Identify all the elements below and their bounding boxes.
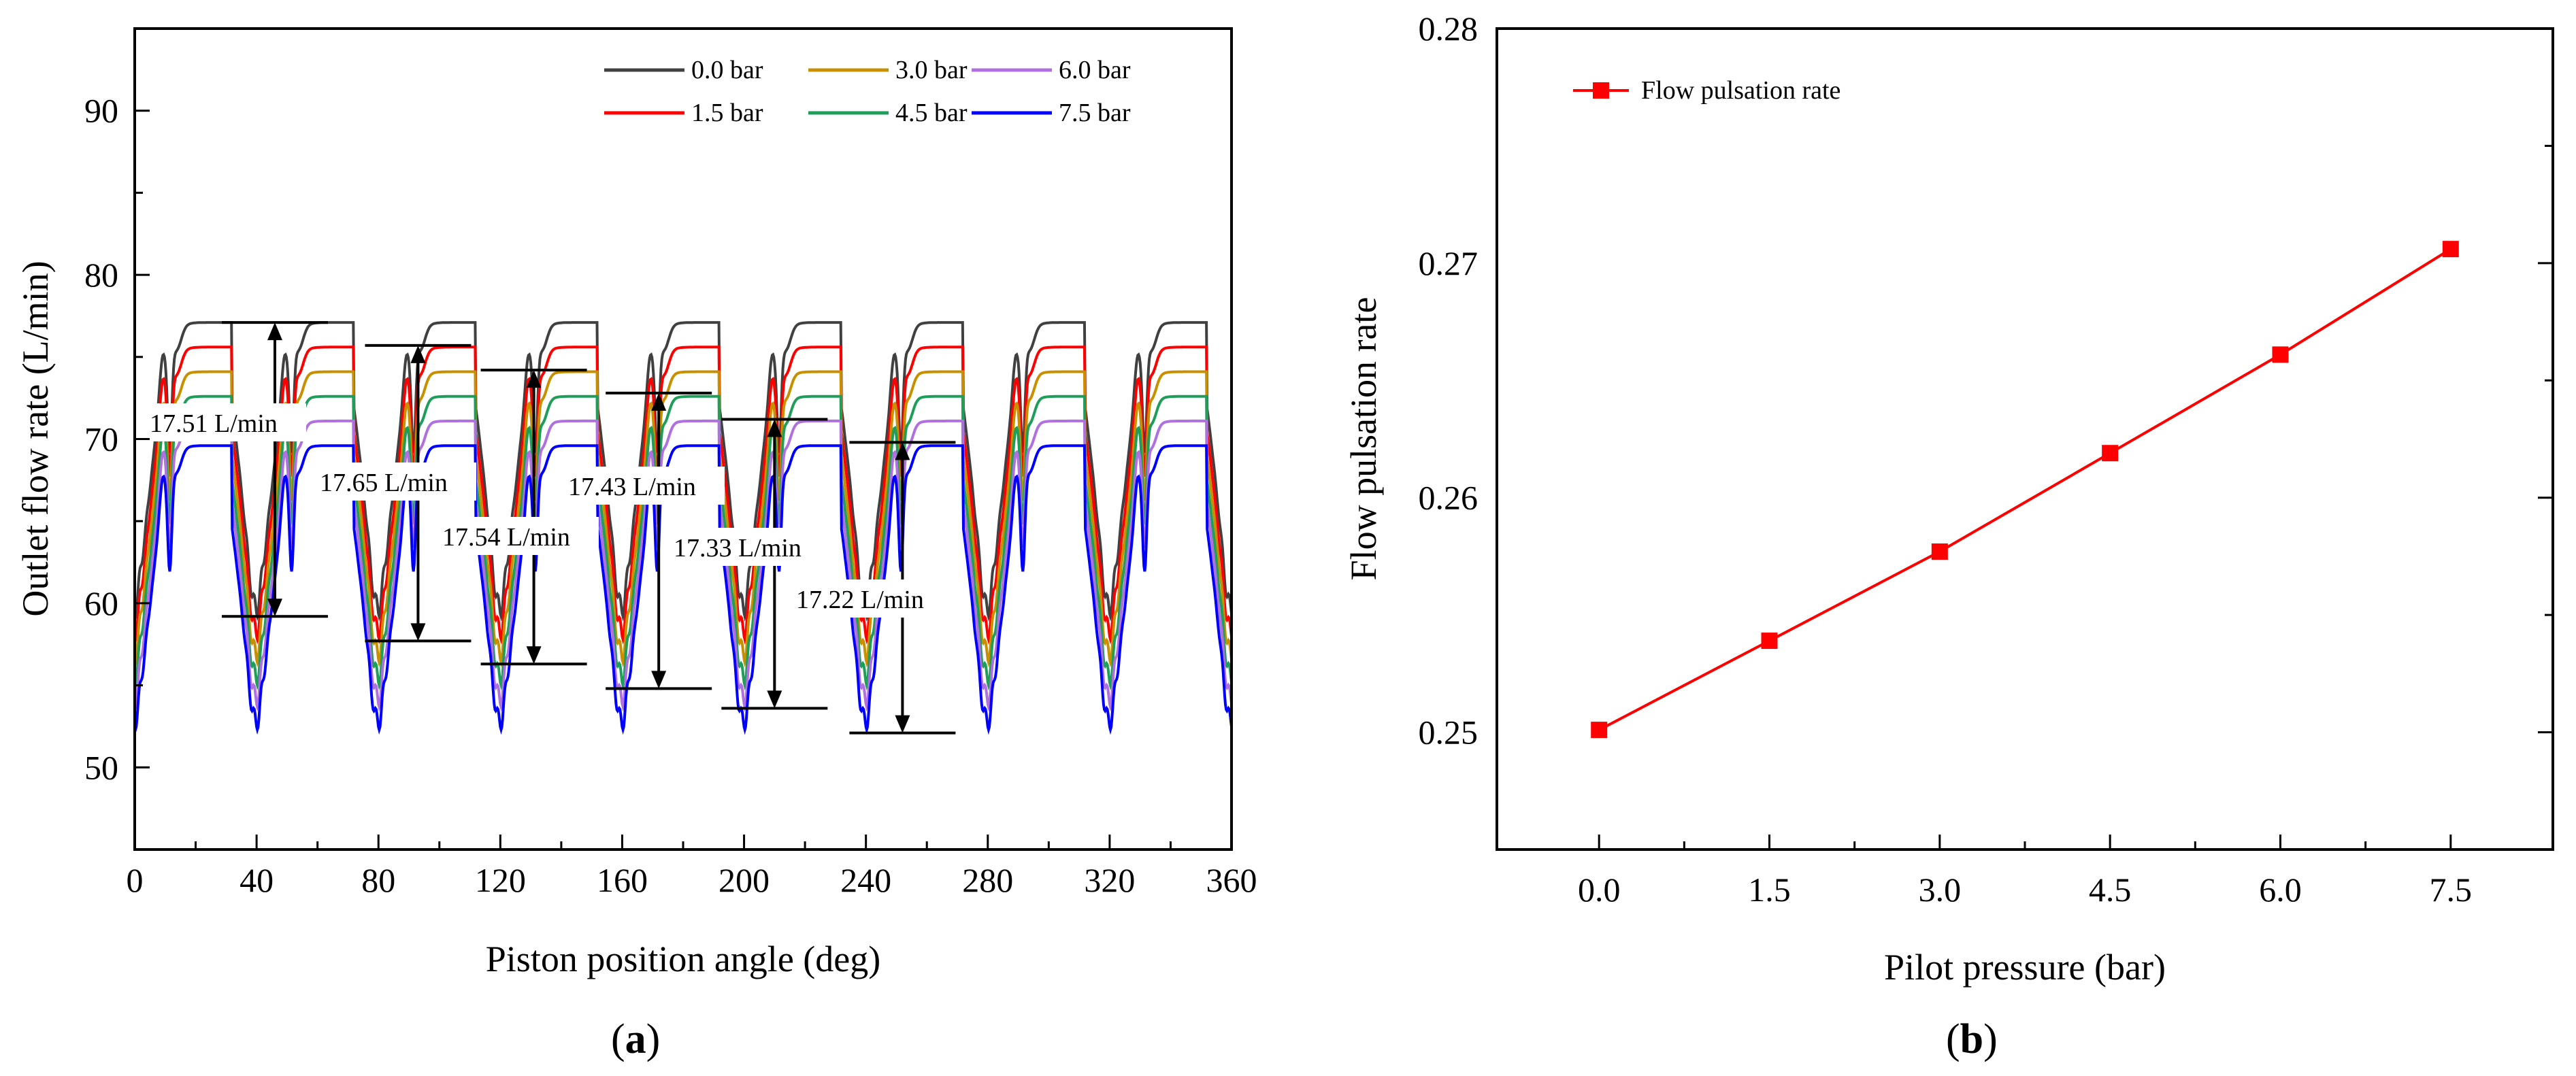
a-annot-label: 17.33 L/min [674,534,802,562]
b-y-tick-label: 0.28 [1419,10,1479,48]
a-legend-label: 1.5 bar [691,99,763,127]
panel-b-label-letter: b [1960,1016,1983,1062]
a-annot-arrow-down [526,646,542,665]
a-legend-label: 4.5 bar [895,99,968,127]
a-annot-arrow-down [267,599,282,617]
b-data-point [2102,445,2119,462]
a-x-tick-label: 200 [719,861,770,899]
a-annot-arrow-down [895,715,910,733]
a-annot-arrow-down [410,623,426,641]
a-y-tick-label: 50 [84,748,118,786]
a-legend-label: 3.0 bar [895,56,968,84]
b-x-tick-label: 0.0 [1578,871,1621,909]
a-series-line [133,394,1233,691]
a-annot-arrow-up [895,442,910,460]
a-x-tick-label: 240 [840,861,891,899]
a-x-tick-label: 280 [962,861,1013,899]
a-annot-label-bg [563,467,725,505]
a-y-tick-label: 60 [84,584,118,622]
panel-b-series [1591,241,2459,739]
b-y-tick-label: 0.25 [1419,713,1479,752]
panel-a-annotations: 17.51 L/min 17.65 L/min 17.54 L/min 17.43 L… [144,321,956,735]
b-x-tick-label: 6.0 [2259,871,2302,909]
panel-a-label: (a) [611,1016,660,1062]
a-annot-arrow-up [267,322,282,341]
a-annot-label: 17.54 L/min [442,523,570,552]
panel-b-legend: Flow pulsation rate [1573,76,1840,105]
a-annot-label: 17.43 L/min [568,473,696,501]
panel-a-x-axis-title: Piston position angle (deg) [486,939,880,979]
b-y-tick-label: 0.26 [1419,479,1479,517]
a-x-tick-label: 360 [1206,861,1257,899]
panel-a-legend: 0.0 bar 1.5 bar 3.0 bar 4.5 bar 6.0 bar 7.5 b… [604,56,1131,127]
panel-a-curves [133,321,1233,735]
a-x-tick-label: 80 [361,861,395,899]
panel-a-ticks: 0 40 80 120 160 200 240 280 320 360 50 60 70 80 90 [84,27,1257,899]
a-x-tick-label: 320 [1084,861,1135,899]
panel-a-y-axis-title: Outlet flow rate (L/min) [15,260,56,616]
a-annot-arrow-down [651,671,667,689]
b-data-point [1591,722,1608,739]
a-annot-label: 17.22 L/min [796,586,924,614]
a-x-tick-label: 0 [127,861,144,899]
a-series-line [133,370,1233,668]
b-data-point [1761,633,1778,650]
a-series-line [133,444,1233,735]
a-annot-label: 17.65 L/min [320,469,448,497]
b-legend-marker [1593,82,1609,99]
b-x-tick-label: 7.5 [2430,871,2473,909]
b-x-tick-label: 3.0 [1919,871,1962,909]
b-data-point [2272,346,2289,363]
a-y-tick-label: 80 [84,256,118,294]
a-x-tick-label: 160 [597,861,648,899]
a-series-line [133,346,1233,645]
a-annot-arrow-down [767,690,782,709]
a-legend-label: 7.5 bar [1059,99,1131,127]
a-annot-label-bg [437,517,599,555]
b-series-line [1598,248,2451,731]
b-x-tick-label: 1.5 [1748,871,1791,909]
b-legend-label: Flow pulsation rate [1641,76,1840,105]
a-annot-label-bg [791,579,953,618]
a-annot-arrow-up [767,419,782,437]
b-x-tick-label: 4.5 [2089,871,2132,909]
a-annot-label: 17.51 L/min [150,409,278,438]
a-x-tick-label: 40 [240,861,274,899]
a-legend-label: 6.0 bar [1059,56,1131,84]
b-data-point [1931,543,1948,560]
a-legend-label: 0.0 bar [691,56,763,84]
a-y-tick-label: 70 [84,420,118,458]
panel-b-x-axis-title: Pilot pressure (bar) [1884,947,2166,988]
a-annot-arrow-up [526,370,542,388]
panel-a-label-letter: a [625,1016,646,1062]
a-y-tick-label: 90 [84,92,118,130]
a-annot-arrow-up [410,345,426,363]
panel-a-flow-rate-chart: 17.51 L/min 17.65 L/min 17.54 L/min 17.43 L… [15,27,1257,1062]
a-annot-label-bg [144,403,306,441]
b-y-tick-label: 0.27 [1419,244,1479,282]
a-annot-label-bg [668,528,830,566]
a-x-tick-label: 120 [475,861,526,899]
panel-b-label: (b) [1946,1016,1998,1062]
b-data-point [2442,241,2459,258]
a-annot-label-bg [314,463,476,501]
panel-b-y-axis-title: Flow pulsation rate [1343,297,1384,581]
panel-b-plot-frame [1496,27,2554,851]
a-series-line [133,419,1233,712]
panel-b-pulsation-chart: 0.0 1.5 3.0 4.5 6.0 7.5 0.25 0.26 0.27 0.28 Flow … [1343,10,2554,1062]
a-annot-arrow-up [651,392,667,411]
panel-b-ticks: 0.0 1.5 3.0 4.5 6.0 7.5 0.25 0.26 0.27 0.28 [1419,10,2553,909]
